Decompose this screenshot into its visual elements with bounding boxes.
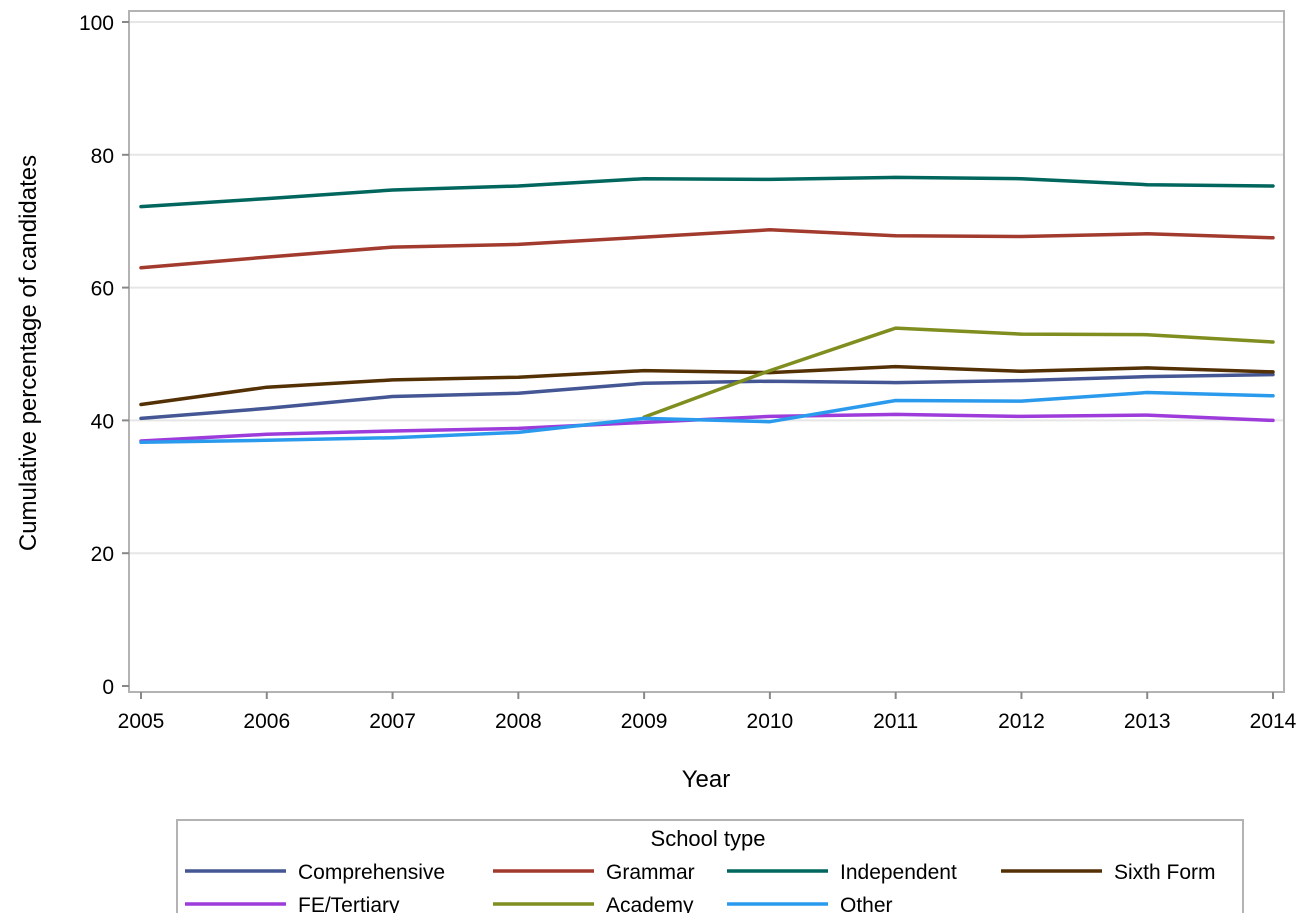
x-tick-label: 2012 — [998, 710, 1045, 733]
x-tick-label: 2010 — [747, 710, 794, 733]
y-tick-label: 100 — [79, 12, 114, 35]
y-tick-label: 80 — [91, 145, 114, 168]
legend-title: School type — [651, 826, 766, 851]
x-tick-label: 2009 — [621, 710, 668, 733]
x-tick-label: 2007 — [369, 710, 416, 733]
x-tick-label: 2011 — [873, 710, 918, 733]
x-tick-label: 2006 — [243, 710, 290, 733]
gridlines — [130, 21, 1283, 555]
legend-label-fe-tertiary: FE/Tertiary — [298, 894, 400, 913]
x-tick-label: 2014 — [1250, 710, 1297, 733]
x-tick-label: 2005 — [118, 710, 165, 733]
x-axis-title: Year — [682, 766, 731, 793]
legend: School type Comprehensive Grammar Independ… — [176, 819, 1244, 918]
legend-label-independent: Independent — [840, 861, 957, 884]
series-line-sixth-form — [139, 364, 1275, 407]
x-axis: 2005 2006 2007 2008 2009 2010 2011 2012 2013 2014 — [118, 692, 1297, 733]
legend-label-comprehensive: Comprehensive — [298, 861, 445, 884]
plot-frame — [128, 10, 1285, 693]
legend-label-grammar: Grammar — [606, 861, 695, 884]
series-line-other — [139, 390, 1275, 445]
series-line-academy — [642, 326, 1275, 419]
y-axis-title: Cumulative percentage of candidates — [15, 155, 42, 551]
series-lines — [139, 175, 1275, 445]
x-tick-label: 2008 — [495, 710, 542, 733]
legend-frame — [176, 819, 1244, 918]
series-line-grammar — [139, 228, 1275, 270]
series-line-comprehensive — [139, 372, 1275, 421]
series-line-independent — [139, 175, 1275, 209]
x-tick-label: 2013 — [1124, 710, 1171, 733]
legend-label-academy: Academy — [606, 894, 694, 913]
y-axis: 0 20 40 60 80 100 — [79, 12, 129, 699]
y-tick-label: 20 — [91, 543, 114, 566]
legend-label-other: Other — [840, 894, 893, 913]
legend-label-sixth-form: Sixth Form — [1114, 861, 1216, 884]
y-tick-label: 60 — [91, 278, 114, 301]
y-tick-label: 40 — [91, 410, 114, 433]
y-tick-label: 0 — [102, 676, 114, 699]
